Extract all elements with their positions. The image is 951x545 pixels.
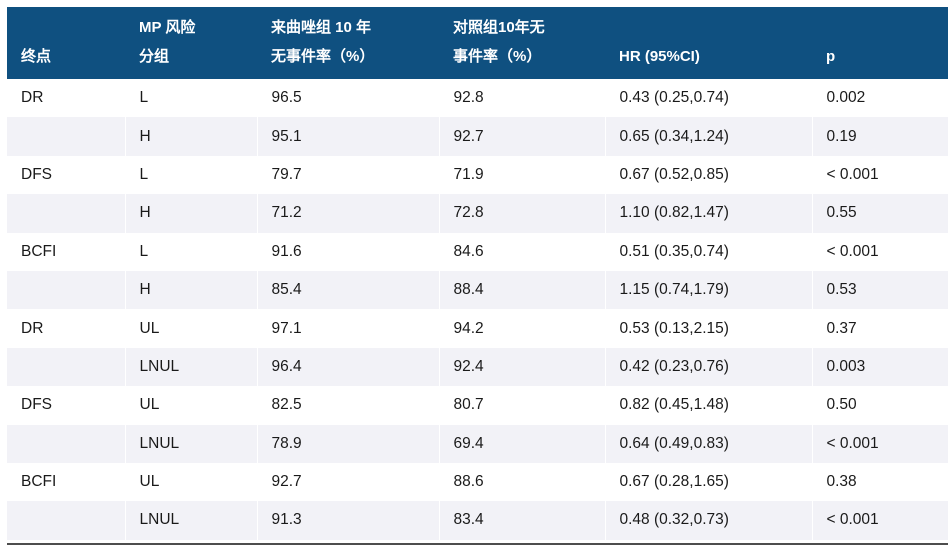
cell-endpoint — [7, 270, 125, 310]
table-row: DFS UL 82.5 80.7 0.82 (0.45,1.48) 0.50 — [7, 386, 948, 425]
cell-hr-95ci: 0.53 (0.13,2.15) — [604, 309, 812, 348]
cell-endpoint: DR — [7, 309, 125, 348]
cell-hr-95ci: 1.10 (0.82,1.47) — [604, 194, 812, 233]
results-table: 终点 MP 风险 分组 来曲唑组 10 年 无事件率（%） 对照组10年无 事件… — [7, 7, 948, 540]
cell-endpoint — [7, 424, 125, 463]
cell-mp-risk-group: L — [124, 232, 257, 271]
cell-p-value: 0.38 — [811, 462, 948, 502]
cell-endpoint: DFS — [7, 155, 125, 195]
cell-p-value: 0.50 — [811, 386, 948, 425]
table-row: LNUL 91.3 83.4 0.48 (0.32,0.73) < 0.001 — [7, 501, 948, 540]
cell-endpoint — [7, 194, 125, 233]
cell-mp-risk-group: L — [124, 155, 257, 195]
cell-mp-risk-group: L — [124, 79, 257, 118]
table-row: H 95.1 92.7 0.65 (0.34,1.24) 0.19 — [7, 117, 948, 156]
cell-hr-95ci: 0.42 (0.23,0.76) — [604, 347, 812, 387]
cell-endpoint: DR — [7, 79, 125, 118]
cell-mp-risk-group: UL — [124, 386, 257, 425]
cell-p-value: 0.003 — [811, 347, 948, 387]
cell-p-value: < 0.001 — [811, 424, 948, 463]
cell-control-10yr-event-free-rate: 80.7 — [438, 386, 605, 425]
cell-letrozole-10yr-event-free-rate: 91.3 — [256, 501, 439, 540]
cell-hr-95ci: 0.64 (0.49,0.83) — [604, 424, 812, 463]
cell-mp-risk-group: H — [124, 270, 257, 310]
table-row: LNUL 78.9 69.4 0.64 (0.49,0.83) < 0.001 — [7, 424, 948, 463]
header-hr-95ci: HR (95%CI) — [605, 7, 812, 79]
cell-control-10yr-event-free-rate: 94.2 — [438, 309, 605, 348]
cell-endpoint: BCFI — [7, 232, 125, 271]
cell-p-value: < 0.001 — [811, 232, 948, 271]
cell-control-10yr-event-free-rate: 92.4 — [438, 347, 605, 387]
cell-control-10yr-event-free-rate: 92.7 — [438, 117, 605, 156]
cell-endpoint: BCFI — [7, 462, 125, 502]
cell-hr-95ci: 1.15 (0.74,1.79) — [604, 270, 812, 310]
cell-p-value: 0.002 — [811, 79, 948, 118]
cell-mp-risk-group: H — [124, 117, 257, 156]
cell-letrozole-10yr-event-free-rate: 78.9 — [256, 424, 439, 463]
cell-control-10yr-event-free-rate: 88.4 — [438, 270, 605, 310]
cell-letrozole-10yr-event-free-rate: 97.1 — [256, 309, 439, 348]
cell-control-10yr-event-free-rate: 88.6 — [438, 462, 605, 502]
cell-letrozole-10yr-event-free-rate: 92.7 — [256, 462, 439, 502]
cell-control-10yr-event-free-rate: 69.4 — [438, 424, 605, 463]
table-row: H 71.2 72.8 1.10 (0.82,1.47) 0.55 — [7, 194, 948, 233]
cell-p-value: 0.19 — [811, 117, 948, 156]
header-endpoint: 终点 — [7, 7, 125, 79]
cell-hr-95ci: 0.51 (0.35,0.74) — [604, 232, 812, 271]
cell-letrozole-10yr-event-free-rate: 95.1 — [256, 117, 439, 156]
cell-endpoint: DFS — [7, 386, 125, 425]
cell-mp-risk-group: H — [124, 194, 257, 233]
cell-letrozole-10yr-event-free-rate: 96.4 — [256, 347, 439, 387]
cell-letrozole-10yr-event-free-rate: 91.6 — [256, 232, 439, 271]
cell-control-10yr-event-free-rate: 84.6 — [438, 232, 605, 271]
cell-mp-risk-group: UL — [124, 309, 257, 348]
cell-endpoint — [7, 501, 125, 540]
cell-control-10yr-event-free-rate: 92.8 — [438, 79, 605, 118]
cell-letrozole-10yr-event-free-rate: 79.7 — [256, 155, 439, 195]
cell-p-value: < 0.001 — [811, 501, 948, 540]
cell-hr-95ci: 0.65 (0.34,1.24) — [604, 117, 812, 156]
table-row: H 85.4 88.4 1.15 (0.74,1.79) 0.53 — [7, 270, 948, 310]
cell-p-value: 0.37 — [811, 309, 948, 348]
table-body: DR L 96.5 92.8 0.43 (0.25,0.74) 0.002 H 95.1 92.… — [7, 79, 948, 540]
cell-mp-risk-group: UL — [124, 462, 257, 502]
table-row: BCFI UL 92.7 88.6 0.67 (0.28,1.65) 0.38 — [7, 462, 948, 502]
cell-hr-95ci: 0.67 (0.52,0.85) — [604, 155, 812, 195]
cell-p-value: < 0.001 — [811, 155, 948, 195]
cell-p-value: 0.55 — [811, 194, 948, 233]
header-row: 终点 MP 风险 分组 来曲唑组 10 年 无事件率（%） 对照组10年无 事件… — [7, 7, 948, 79]
cell-hr-95ci: 0.82 (0.45,1.48) — [604, 386, 812, 425]
table-row: BCFI L 91.6 84.6 0.51 (0.35,0.74) < 0.001 — [7, 232, 948, 271]
cell-hr-95ci: 0.67 (0.28,1.65) — [604, 462, 812, 502]
cell-control-10yr-event-free-rate: 83.4 — [438, 501, 605, 540]
table-row: DFS L 79.7 71.9 0.67 (0.52,0.85) < 0.001 — [7, 155, 948, 195]
results-table-page: 终点 MP 风险 分组 来曲唑组 10 年 无事件率（%） 对照组10年无 事件… — [7, 7, 948, 545]
cell-mp-risk-group: LNUL — [124, 424, 257, 463]
cell-hr-95ci: 0.43 (0.25,0.74) — [604, 79, 812, 118]
header-p-value: p — [812, 7, 948, 79]
cell-endpoint — [7, 117, 125, 156]
cell-letrozole-10yr-event-free-rate: 71.2 — [256, 194, 439, 233]
cell-mp-risk-group: LNUL — [124, 501, 257, 540]
cell-mp-risk-group: LNUL — [124, 347, 257, 387]
cell-letrozole-10yr-event-free-rate: 96.5 — [256, 79, 439, 118]
header-mp-risk-group: MP 风险 分组 — [125, 7, 257, 79]
cell-hr-95ci: 0.48 (0.32,0.73) — [604, 501, 812, 540]
cell-letrozole-10yr-event-free-rate: 82.5 — [256, 386, 439, 425]
table-row: LNUL 96.4 92.4 0.42 (0.23,0.76) 0.003 — [7, 347, 948, 387]
header-letrozole-10yr-event-free-rate: 来曲唑组 10 年 无事件率（%） — [257, 7, 439, 79]
cell-p-value: 0.53 — [811, 270, 948, 310]
table-row: DR L 96.5 92.8 0.43 (0.25,0.74) 0.002 — [7, 79, 948, 118]
table-row: DR UL 97.1 94.2 0.53 (0.13,2.15) 0.37 — [7, 309, 948, 348]
cell-control-10yr-event-free-rate: 71.9 — [438, 155, 605, 195]
cell-endpoint — [7, 347, 125, 387]
cell-control-10yr-event-free-rate: 72.8 — [438, 194, 605, 233]
header-control-10yr-event-free-rate: 对照组10年无 事件率（%） — [439, 7, 605, 79]
cell-letrozole-10yr-event-free-rate: 85.4 — [256, 270, 439, 310]
